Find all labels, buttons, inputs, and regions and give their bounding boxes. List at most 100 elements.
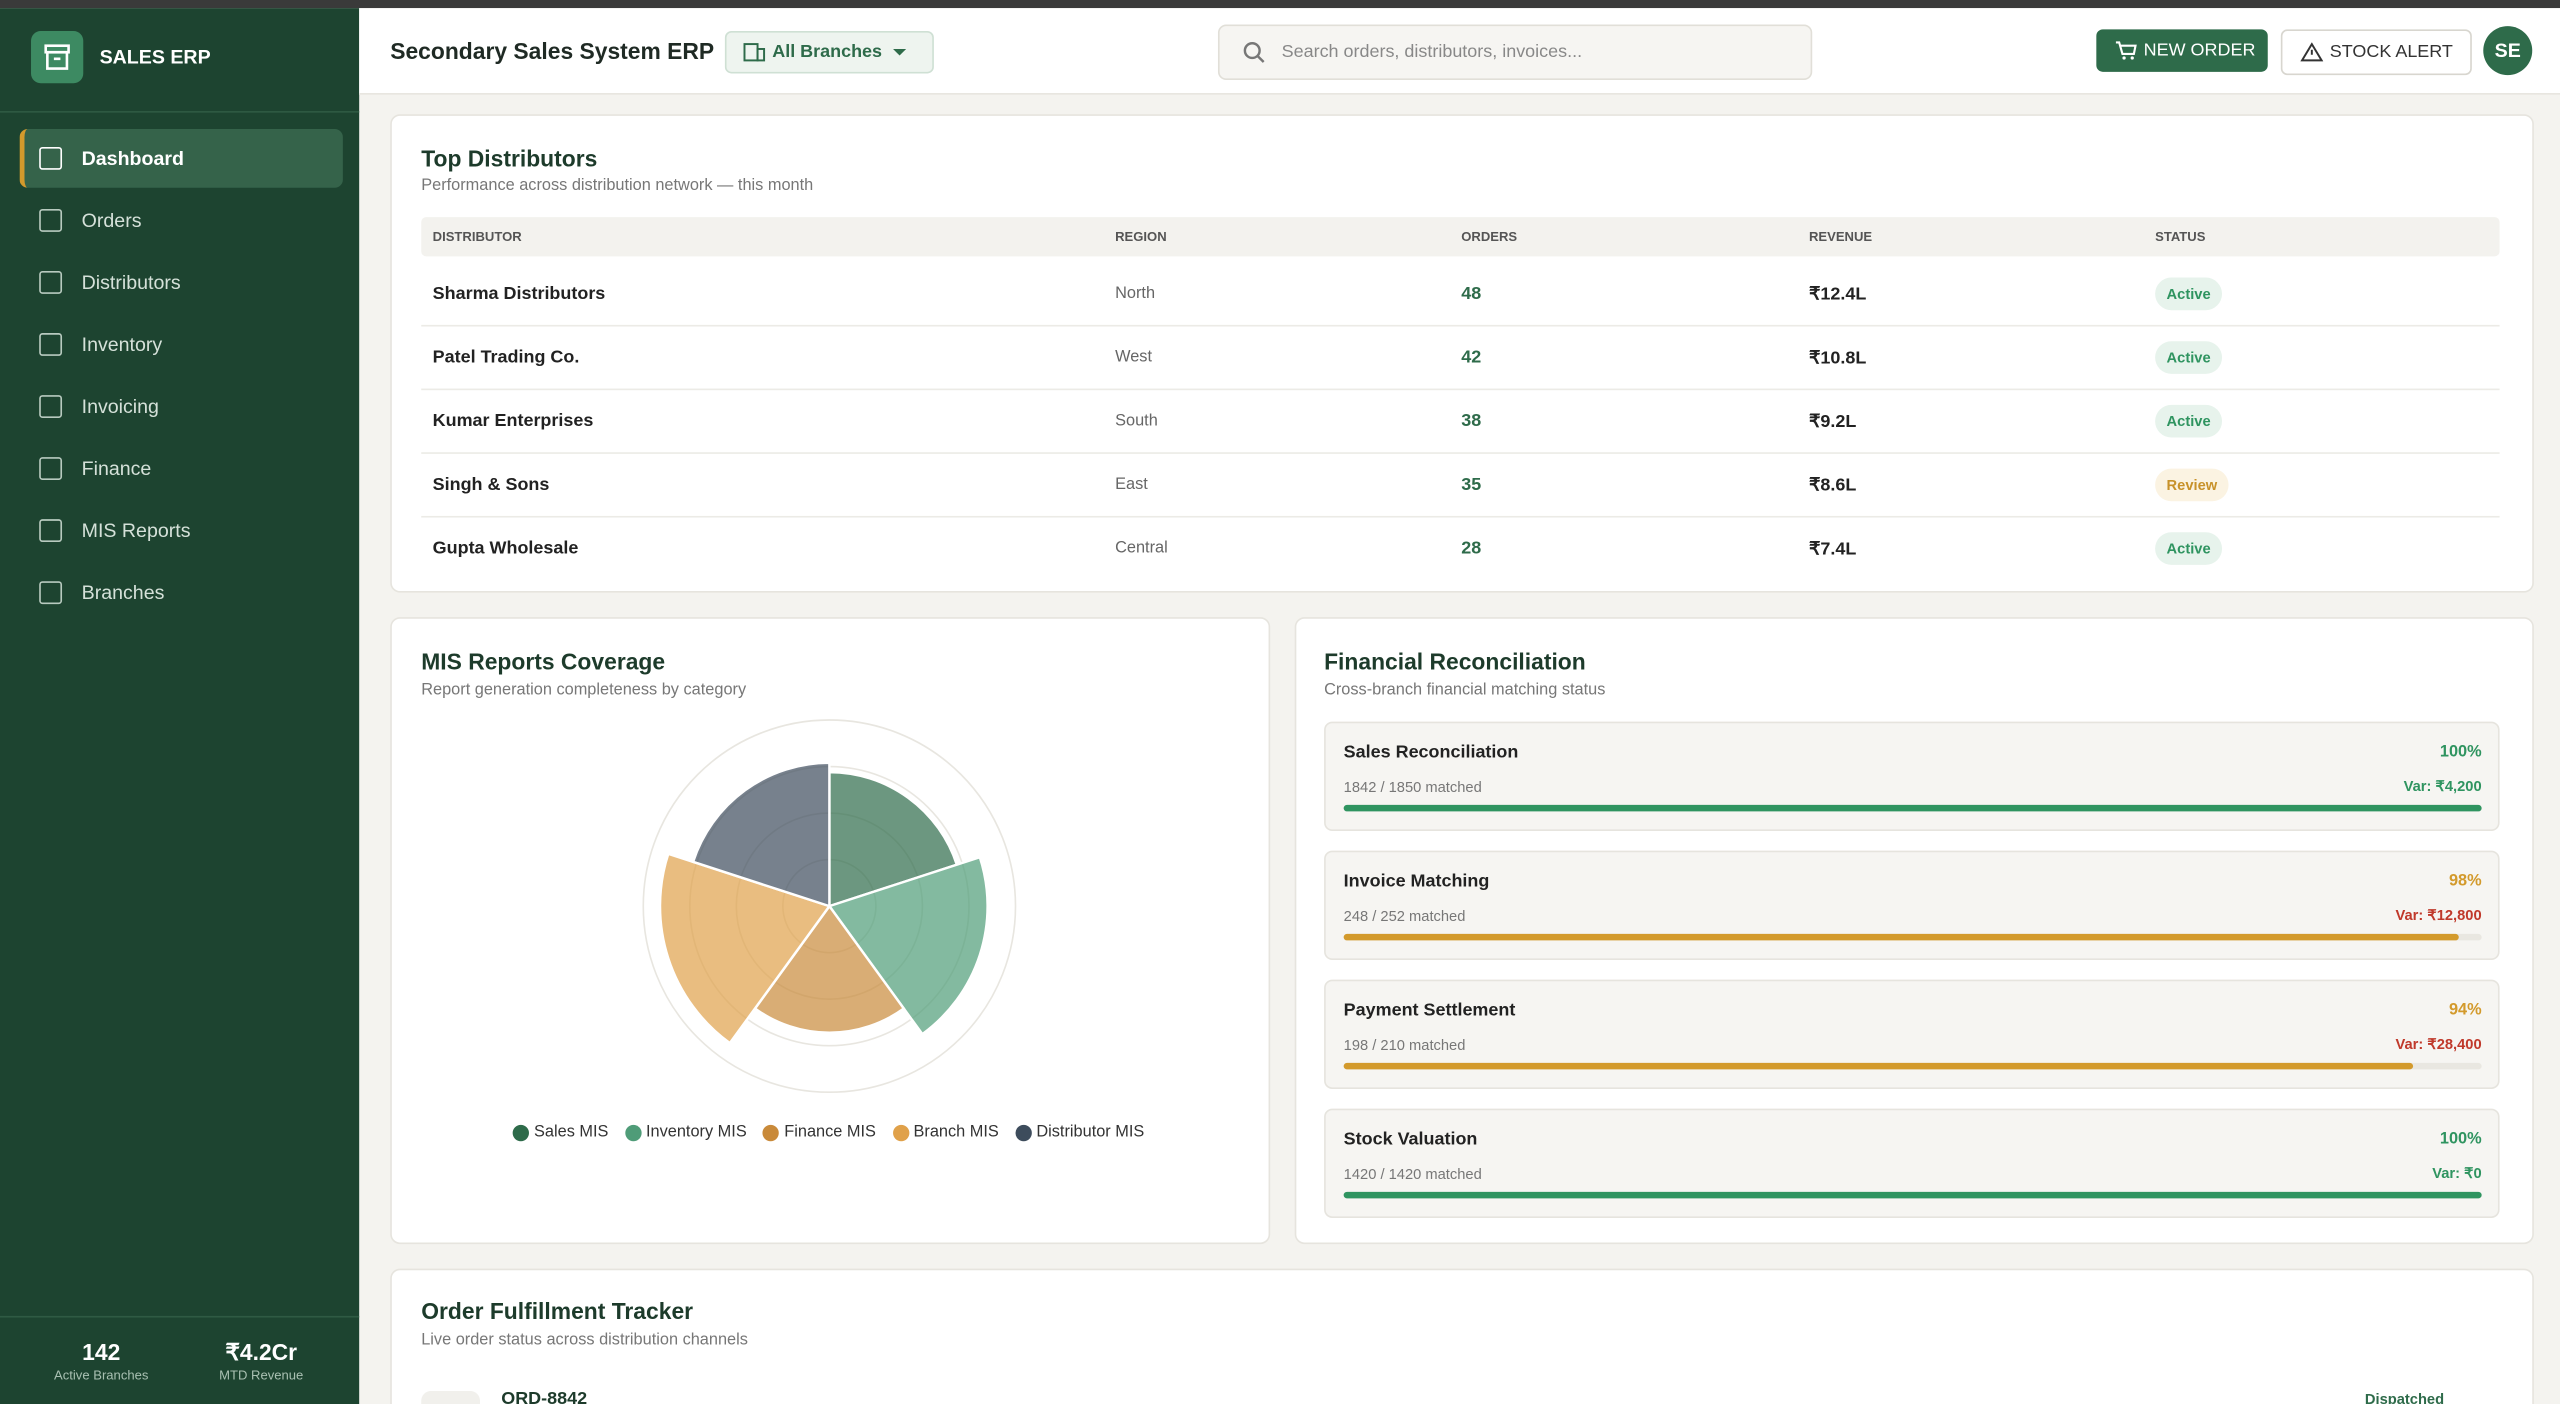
legend-label: Inventory MIS [645,1123,747,1142]
table-cell: ₹10.8L [1808,348,1867,369]
nav-item[interactable]: Orders [81,208,142,232]
order-status: Dispatched [2364,1391,2445,1404]
column-header: STATUS [2155,229,2206,245]
nav-icon [39,208,63,232]
nav-icon [39,333,63,356]
polar-wedge [827,855,989,1036]
legend-item: Inventory MIS [624,1123,747,1142]
stat-value: ₹4.2Cr [225,1338,298,1365]
logo-icon [44,44,70,70]
nav-item[interactable]: Dashboard [81,146,184,170]
column-header: REVENUE [1808,229,1873,245]
nav-icon [39,519,63,543]
search-box[interactable]: Search orders, distributors, invoices... [1217,24,1813,80]
alert-icon [2300,42,2324,62]
card-title: MIS Reports Coverage [421,648,666,675]
nav-item[interactable]: Branches [81,581,165,605]
caret [893,48,907,56]
recon-box [1324,721,2500,832]
status-badge: Active [2155,341,2223,374]
grid-ring [642,719,1017,1094]
recon-name: Sales Reconciliation [1343,742,1519,763]
nav-active [19,128,343,188]
brand: SALES ERP [99,45,211,69]
new-order-button[interactable]: NEW ORDER [2096,29,2268,72]
branch-selector[interactable]: All Branches [724,31,934,74]
nav-icon [39,395,63,418]
column-header: REGION [1115,229,1167,245]
divider [0,1315,360,1318]
order-icon [421,1391,480,1404]
table-cell: ₹9.2L [1808,412,1857,432]
progress-bar [1343,1191,2482,1199]
divider [0,111,360,113]
table-cell: Patel Trading Co. [432,347,580,368]
nav-item[interactable]: MIS Reports [81,519,191,543]
nav-item[interactable]: Distributors [81,271,181,294]
nav-icon [39,457,63,480]
legend-item: Branch MIS [892,1123,999,1141]
order-id: ORD-8842 [501,1389,588,1404]
legend-swatch [512,1124,530,1141]
card-subtitle: Report generation completeness by catego… [421,681,747,700]
table-header [421,217,2500,257]
table-cell: East [1115,475,1148,494]
table-cell: ₹12.4L [1808,284,1867,305]
row-divider [421,515,2500,518]
legend-label: Finance MIS [784,1123,876,1142]
recon-box [1324,850,2500,960]
cart-icon [2115,41,2137,60]
branch-icon [743,43,766,62]
branch-label: All Branches [772,42,883,63]
table-cell: ₹8.6L [1808,475,1857,496]
avatar[interactable]: SE [2483,26,2533,76]
table-cell: 42 [1461,347,1482,368]
recon-matched: 198 / 210 matched [1343,1036,1466,1054]
recon-matched: 1842 / 1850 matched [1343,778,1482,796]
recon-variance: Var: ₹12,800 [2395,906,2482,924]
recon-percent: 100% [2439,743,2482,762]
recon-name: Stock Valuation [1343,1129,1478,1150]
legend-swatch [1015,1124,1032,1141]
nav-item[interactable]: Finance [81,457,152,480]
nav-icon [39,271,63,294]
window-bar [0,0,2560,9]
button-label: NEW ORDER [2143,40,2256,61]
nav-item[interactable]: Inventory [81,333,163,356]
polar-wedge [753,904,906,1034]
table-cell: 48 [1461,284,1482,304]
nav-item[interactable]: Invoicing [81,395,159,418]
status-badge: Active [2155,404,2223,438]
table-cell: Singh & Sons [432,475,550,495]
logo [31,31,84,84]
stock-alert-button[interactable]: STOCK ALERT [2280,29,2472,76]
recon-name: Invoice Matching [1343,871,1490,892]
legend-item: Distributor MIS [1015,1123,1144,1141]
card-title: Top Distributors [421,145,598,172]
polar-wedge [658,852,832,1045]
header-title: Secondary Sales System ERP [390,37,715,64]
recon-variance: Var: ₹28,400 [2395,1035,2482,1053]
table-cell: ₹7.4L [1808,539,1857,560]
sidebar: SALES ERP [0,8,360,1404]
recon-variance: Var: ₹4,200 [2403,777,2482,795]
card-subtitle: Performance across distribution network … [421,177,814,196]
card-subtitle: Cross-branch financial matching status [1324,681,1606,700]
row-divider [421,388,2500,391]
search-icon [1243,42,1265,63]
recon-name: Payment Settlement [1343,1000,1516,1021]
table-cell: 35 [1461,475,1482,495]
stat-value: 142 [82,1338,121,1365]
legend-swatch [624,1124,642,1141]
recon-matched: 1420 / 1420 matched [1343,1165,1482,1183]
polar-chart [642,719,1017,1094]
polar-wedge [691,761,831,908]
recon-percent: 94% [2448,1001,2482,1020]
progress-bar [1343,933,2459,941]
legend: Sales MIS Inventory MIS Finance MIS Branch … [390,1123,1267,1141]
table-cell: 38 [1461,411,1482,432]
table-cell: North [1115,284,1156,303]
card-title: Order Fulfillment Tracker [421,1297,694,1325]
